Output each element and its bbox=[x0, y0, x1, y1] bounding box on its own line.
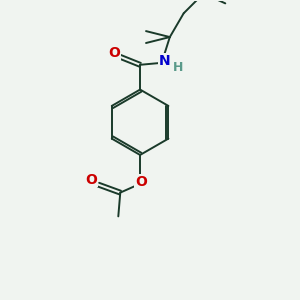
Text: H: H bbox=[172, 61, 183, 74]
Text: O: O bbox=[108, 46, 120, 60]
Text: O: O bbox=[135, 175, 147, 189]
Text: O: O bbox=[85, 173, 98, 187]
Text: N: N bbox=[159, 54, 171, 68]
